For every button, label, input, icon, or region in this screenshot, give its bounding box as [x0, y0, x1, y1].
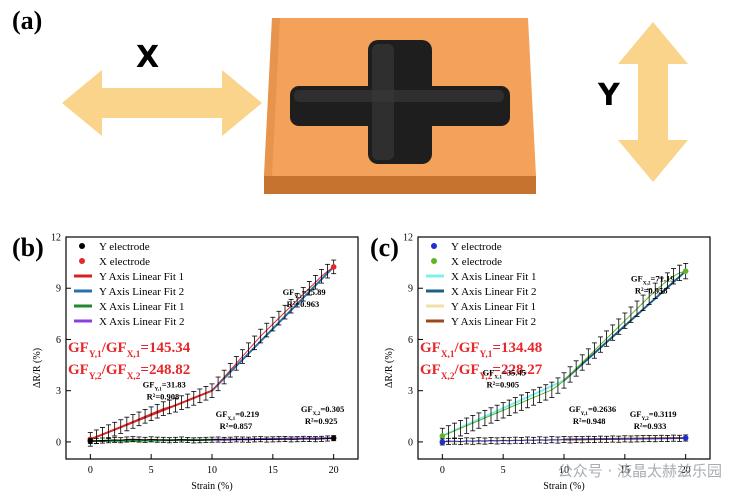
x-direction-arrow — [62, 70, 262, 136]
x-tick-label: 0 — [88, 465, 93, 476]
y-axis-letter: Y — [598, 78, 620, 113]
y-tick-label: 3 — [56, 386, 61, 397]
legend-label: Y Axis Linear Fit 1 — [99, 271, 184, 283]
chart-c: 0 5 10 15 20 0 3 6 9 12 Strain (%) ΔR/R (%) Y electr… — [384, 233, 711, 492]
panel-b-label: (b) — [12, 233, 44, 262]
gf-annotation: GFY,1=31.83 — [143, 379, 186, 392]
gf-ratio-label: GFY,1/GFX,1=145.34 — [68, 340, 191, 360]
y-tick-label: 6 — [408, 335, 413, 346]
gf-ratio-label: GFX,1/GFY,1=134.48 — [420, 340, 542, 360]
x-tick-label: 5 — [501, 465, 506, 476]
gf-annotation: GFY,1=0.2636 — [569, 404, 616, 417]
data-point — [330, 264, 337, 270]
legend-label: X Axis Linear Fit 1 — [99, 301, 185, 313]
x-tick-label: 20 — [329, 465, 339, 476]
gf-annotation: GFX,2=71.19 — [631, 273, 675, 286]
y-tick-label: 0 — [56, 437, 61, 448]
panel-c-label: (c) — [370, 233, 399, 262]
y-tick-label: 12 — [403, 233, 413, 244]
gf-ratio-label: GFX,2/GFY,2=228.27 — [420, 362, 543, 382]
data-point — [439, 433, 446, 439]
gf-annotation: GFX,1=35.45 — [482, 367, 526, 380]
r-squared-annotation: R²=0.857 — [220, 421, 253, 431]
gf-annotation: GFY,2=0.3119 — [630, 409, 677, 422]
gf-annotation: GFX,2=0.305 — [301, 404, 345, 417]
gf-annotation: GFY,2=75.89 — [283, 287, 326, 300]
x-axis-label: Strain (%) — [543, 481, 584, 492]
y-tick-label: 0 — [408, 437, 413, 448]
legend-label: Y Axis Linear Fit 2 — [451, 316, 536, 328]
data-point — [439, 439, 446, 445]
legend-label: Y Axis Linear Fit 1 — [451, 301, 536, 313]
gf-annotation: GFX,1=0.219 — [216, 409, 260, 422]
legend-label: X Axis Linear Fit 1 — [451, 271, 537, 283]
chart-b: 0 5 10 15 20 0 3 6 9 12 Strain (%) ΔR/R (%) Y electr… — [32, 233, 359, 492]
sensor-plate — [264, 18, 536, 194]
r-squared-annotation: R²=0.958 — [635, 285, 668, 295]
legend-label: Y electrode — [99, 241, 150, 253]
panel-a-label: (a) — [12, 6, 43, 35]
legend-label: X electrode — [99, 256, 150, 268]
r-squared-annotation: R²=0.933 — [634, 421, 667, 431]
gf-ratio-label: GFY,2/GFX,2=248.82 — [68, 362, 190, 382]
legend-label: X Axis Linear Fit 2 — [99, 316, 185, 328]
data-point — [682, 435, 689, 441]
legend-marker — [431, 243, 437, 249]
y-axis-label: ΔR/R (%) — [384, 348, 395, 388]
x-tick-label: 5 — [149, 465, 154, 476]
r-squared-annotation: R²=0.905 — [486, 379, 519, 389]
x-tick-label: 15 — [620, 465, 630, 476]
x-tick-label: 10 — [559, 465, 569, 476]
legend-marker — [79, 243, 85, 249]
legend-label: Y electrode — [451, 241, 502, 253]
x-axis-letter: X — [136, 40, 160, 75]
x-axis-label: Strain (%) — [191, 481, 232, 492]
watermark: 公众号 · 液晶太赫兹乐园 — [557, 462, 722, 480]
y-tick-label: 3 — [408, 386, 413, 397]
x-tick-label: 20 — [681, 465, 691, 476]
x-tick-label: 0 — [440, 465, 445, 476]
y-tick-label: 6 — [56, 335, 61, 346]
data-point — [330, 435, 337, 441]
legend-label: Y Axis Linear Fit 2 — [99, 286, 184, 298]
legend-marker — [79, 258, 85, 264]
y-axis-label: ΔR/R (%) — [32, 348, 43, 388]
r-squared-annotation: R²=0.925 — [305, 416, 338, 426]
x-tick-label: 15 — [268, 465, 278, 476]
y-tick-label: 9 — [408, 284, 413, 295]
data-point — [682, 268, 689, 274]
y-tick-label: 9 — [56, 284, 61, 295]
legend-label: X Axis Linear Fit 2 — [451, 286, 537, 298]
y-direction-arrow — [618, 22, 688, 182]
x-tick-label: 10 — [207, 465, 217, 476]
r-squared-annotation: R²=0.908 — [147, 391, 180, 401]
r-squared-annotation: R²=0.963 — [287, 299, 320, 309]
y-tick-label: 12 — [51, 233, 61, 244]
legend-label: X electrode — [451, 256, 502, 268]
r-squared-annotation: R²=0.948 — [573, 416, 606, 426]
data-point — [87, 438, 94, 444]
legend-marker — [431, 258, 437, 264]
